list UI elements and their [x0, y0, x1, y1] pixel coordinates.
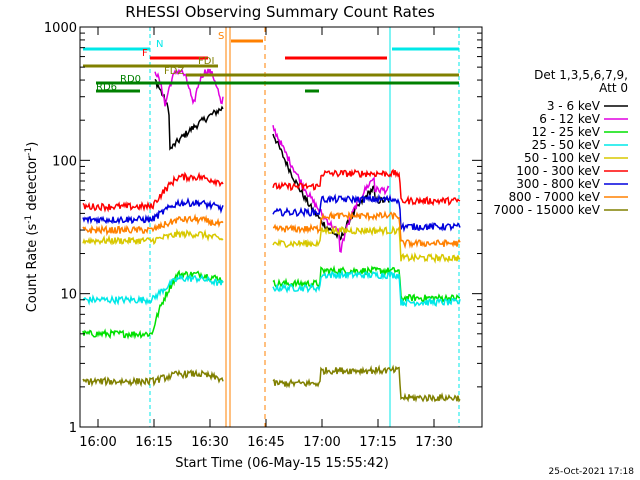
series-line	[82, 228, 224, 246]
x-tick-label: 17:15	[359, 435, 396, 450]
status-bar-label: FDI	[198, 56, 214, 67]
series-line	[154, 68, 224, 107]
series-line	[272, 364, 461, 403]
x-axis: 16:00 16:15 16:30 16:45 17:00 17:15 17:30	[79, 27, 453, 450]
legend-header-line2: Att 0	[599, 81, 628, 95]
y-tick-label: 1	[69, 421, 77, 436]
x-tick-label: 17:00	[303, 435, 340, 450]
y-axis-label: Count Rate (s-1 detector-1)	[24, 142, 40, 313]
status-bar-label: RD6	[96, 82, 117, 93]
series-line	[82, 368, 224, 388]
legend-label: 12 - 25 keV	[532, 125, 601, 139]
y-tick-label: 100	[52, 154, 77, 169]
x-tick-label: 16:00	[79, 435, 116, 450]
x-tick-label: 16:15	[135, 435, 172, 450]
series-line	[82, 171, 224, 213]
series-line	[272, 125, 390, 254]
x-tick-label: 16:45	[247, 435, 284, 450]
y-tick-label: 10	[60, 288, 77, 303]
series-line	[82, 213, 224, 237]
legend-label: 7000 - 15000 keV	[493, 203, 600, 217]
series-line	[82, 273, 224, 306]
legend-label: 300 - 800 keV	[516, 177, 600, 191]
legend-label: 100 - 300 keV	[516, 164, 600, 178]
series-line	[272, 210, 461, 250]
series-line	[82, 197, 224, 225]
x-tick-label: 17:30	[415, 435, 452, 450]
legend-label: 6 - 12 keV	[539, 112, 601, 126]
x-axis-label: Start Time (06-May-15 15:55:42)	[175, 456, 389, 471]
status-bar-label: S	[218, 31, 224, 42]
y-axis: 1 10 100 1000	[44, 21, 482, 436]
series-line	[272, 133, 390, 242]
status-bar-label: RD0	[120, 74, 141, 85]
x-tick-label: 16:30	[191, 435, 228, 450]
series-line	[272, 225, 461, 264]
series-line	[272, 168, 461, 207]
legend-label: 50 - 100 keV	[524, 151, 601, 165]
legend-label: 800 - 7000 keV	[509, 190, 601, 204]
plot-frame	[79, 26, 483, 428]
y-tick-label: 1000	[44, 21, 77, 36]
series-line	[272, 193, 461, 233]
legend-header-line1: Det 1,3,5,6,7,9,	[534, 68, 628, 82]
status-bar-label: F	[142, 48, 148, 59]
timestamp: 25-Oct-2021 17:18	[549, 467, 635, 477]
legend-label: 3 - 6 keV	[547, 99, 601, 113]
status-bar-label: FDZ	[164, 66, 184, 77]
status-bar-label: N	[156, 39, 163, 50]
series-line	[82, 269, 224, 340]
legend-label: 25 - 50 keV	[532, 138, 601, 152]
chart-title: RHESSI Observing Summary Count Rates	[125, 3, 435, 21]
series-line	[272, 269, 461, 308]
